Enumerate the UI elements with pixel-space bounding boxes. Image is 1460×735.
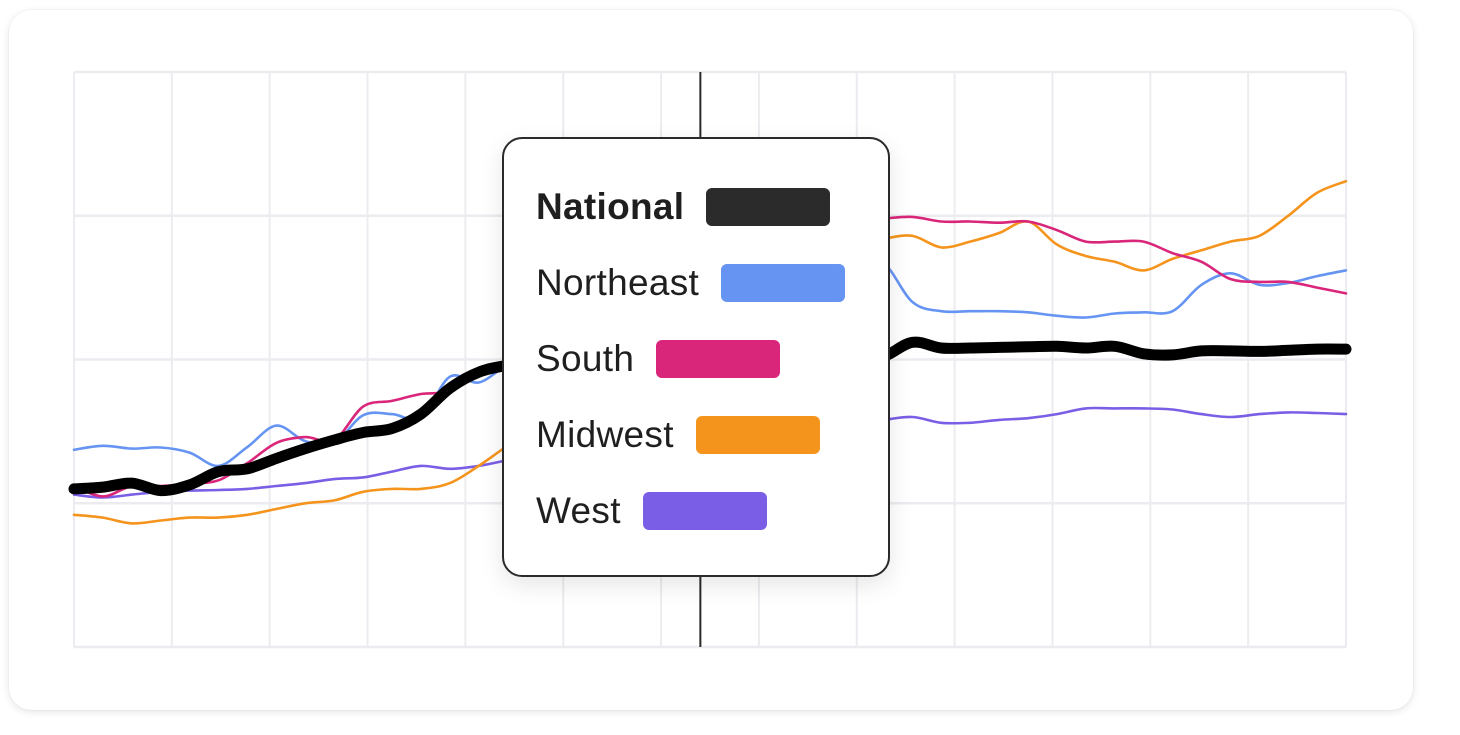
legend-row-west: West (536, 473, 888, 549)
legend-label-midwest: Midwest (536, 414, 674, 455)
legend-label-northeast: Northeast (536, 262, 700, 303)
legend-swatch-west (642, 492, 767, 530)
legend-swatch-south (656, 340, 781, 378)
legend-label-west: West (536, 490, 621, 531)
legend-swatch-midwest (695, 416, 820, 454)
legend-row-northeast: Northeast (536, 245, 888, 321)
legend-swatch-northeast (721, 264, 846, 302)
legend-label-national: National (536, 186, 685, 227)
legend-row-south: South (536, 321, 888, 397)
legend-label-south: South (536, 338, 635, 379)
legend-row-national: National (536, 169, 888, 245)
legend-swatch-national (706, 188, 831, 226)
hover-tooltip: National Northeast South Midwest West (502, 137, 890, 577)
legend-row-midwest: Midwest (536, 397, 888, 473)
